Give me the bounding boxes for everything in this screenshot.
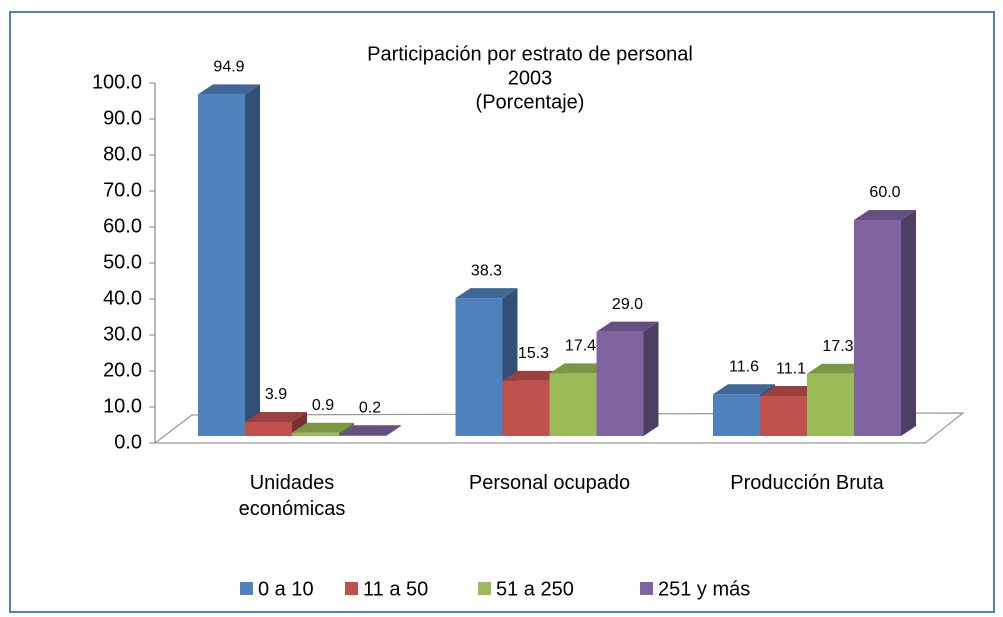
y-tick-label: 100.0 <box>92 71 142 93</box>
legend-swatch <box>640 582 653 595</box>
bar-top <box>339 425 401 436</box>
bar-side <box>386 425 401 436</box>
y-tick-label: 60.0 <box>103 215 142 237</box>
bar <box>455 298 503 436</box>
value-label: 15.3 <box>518 345 549 362</box>
bar-top <box>502 370 565 381</box>
legend-swatch <box>478 582 491 595</box>
bar <box>198 94 245 437</box>
value-label: 11.6 <box>729 358 759 375</box>
legend-label: 51 a 250 <box>496 578 574 600</box>
value-label: 0.9 <box>312 397 334 414</box>
bar-top <box>760 386 822 397</box>
x-tick-label: Producción Bruta <box>730 472 884 494</box>
bar <box>339 435 386 436</box>
bar <box>549 373 597 436</box>
bar <box>713 394 760 436</box>
bar-side <box>339 422 354 436</box>
value-label: 94.9 <box>213 59 244 76</box>
bar-top <box>549 363 612 374</box>
bar-top <box>854 210 916 220</box>
chart-subtitle: 2003 <box>508 67 553 89</box>
y-tick-label: 70.0 <box>103 179 142 201</box>
bar <box>292 432 339 436</box>
x-tick-label: Unidades económicas <box>238 472 346 520</box>
y-tick-label: 30.0 <box>103 323 142 345</box>
legend-swatch <box>240 582 253 595</box>
bar-side <box>643 321 659 436</box>
value-label: 17.3 <box>822 338 853 355</box>
value-label: 3.9 <box>265 386 287 403</box>
y-tick-label: 50.0 <box>103 251 142 273</box>
bar-top <box>596 321 659 332</box>
value-label: 29.0 <box>612 296 643 313</box>
legend-label: 251 y más <box>658 578 750 600</box>
bar <box>596 331 644 436</box>
chart-title: Participación por estrato de personal <box>367 43 693 65</box>
y-tick-label: 10.0 <box>103 395 142 417</box>
bar-top <box>713 384 775 395</box>
value-label: 17.4 <box>565 338 596 355</box>
value-label: 38.3 <box>471 262 502 279</box>
y-tick-label: 40.0 <box>103 287 142 309</box>
bar <box>807 373 854 436</box>
bar-side <box>245 84 260 437</box>
y-tick-label: 20.0 <box>103 359 142 381</box>
bar-side <box>292 411 307 436</box>
legend-swatch <box>345 582 358 595</box>
bar-top <box>807 363 869 374</box>
value-label: 11.1 <box>776 360 806 377</box>
bar-top <box>292 422 354 433</box>
x-tick-label: Personal ocupado <box>468 472 631 494</box>
chart-subtitle: (Porcentaje) <box>476 91 585 113</box>
bar-top <box>455 288 518 299</box>
y-tick-label: 90.0 <box>103 107 142 129</box>
legend-label: 11 a 50 <box>363 578 428 600</box>
bar <box>502 380 550 436</box>
bar <box>760 396 807 436</box>
bar-top <box>245 411 307 422</box>
y-tick-label: 80.0 <box>103 143 142 165</box>
bar <box>245 421 292 436</box>
value-label: 0.2 <box>359 399 381 416</box>
value-label: 60.0 <box>869 184 900 201</box>
bar-top <box>198 84 260 95</box>
bar-side <box>901 210 916 436</box>
legend-label: 0 a 10 <box>258 578 314 600</box>
bar <box>854 220 901 436</box>
y-tick-label: 0.0 <box>114 431 142 453</box>
